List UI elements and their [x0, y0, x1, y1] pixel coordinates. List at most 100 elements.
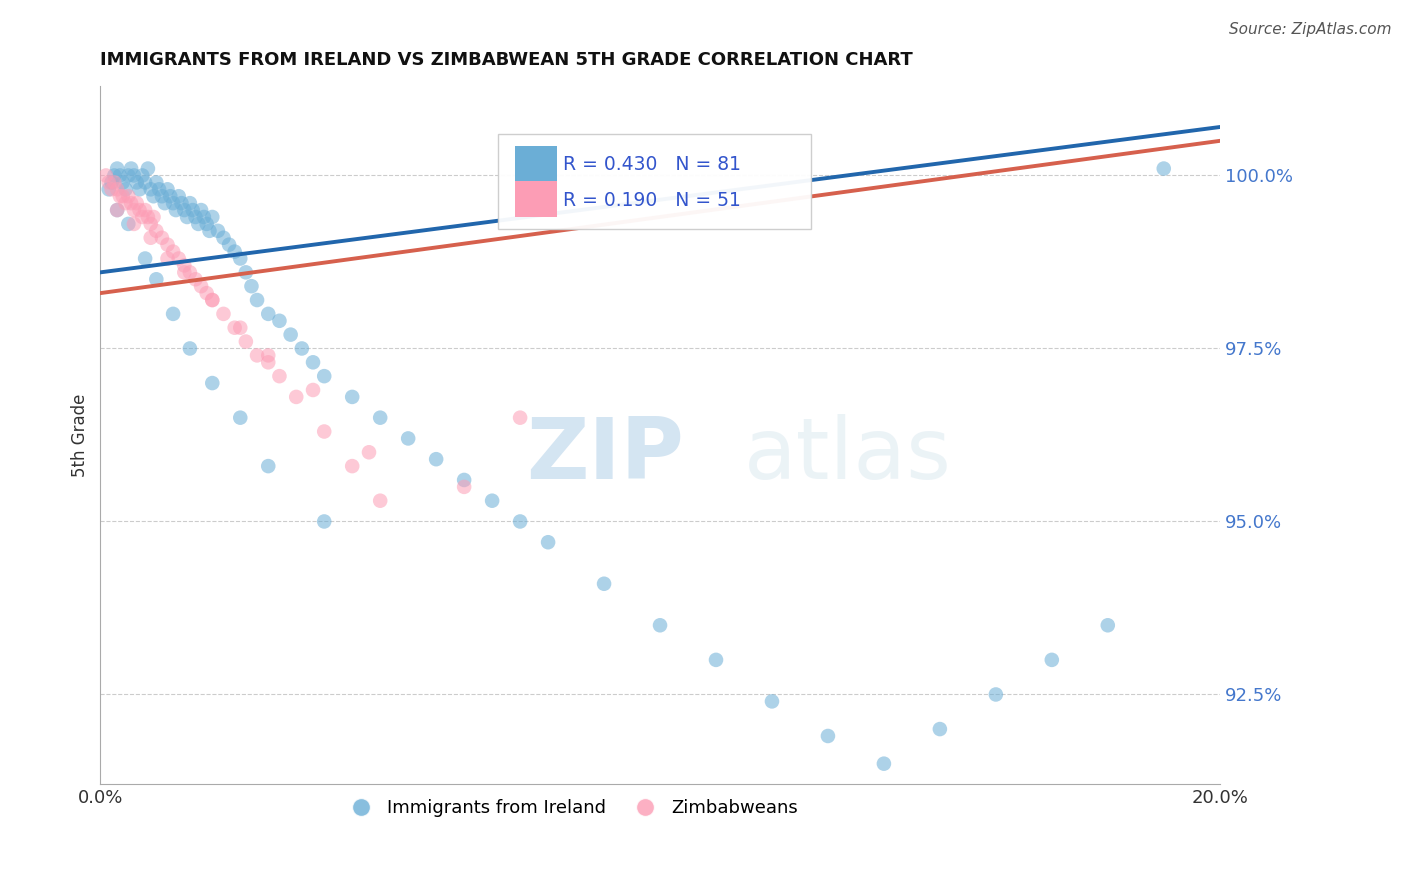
Point — [156, 182, 179, 196]
Text: IMMIGRANTS FROM IRELAND VS ZIMBABWEAN 5TH GRADE CORRELATION CHART: IMMIGRANTS FROM IRELAND VS ZIMBABWEAN 5T… — [100, 51, 912, 69]
Point — [314, 515, 336, 529]
Point — [224, 244, 246, 259]
Point — [704, 653, 727, 667]
Point — [257, 307, 280, 321]
Point — [314, 425, 336, 439]
Point — [302, 383, 325, 397]
Text: R = 0.190   N = 51: R = 0.190 N = 51 — [562, 192, 741, 211]
Point — [342, 459, 364, 474]
Point — [593, 576, 616, 591]
Point — [229, 252, 252, 266]
FancyBboxPatch shape — [515, 145, 557, 182]
Point — [97, 182, 120, 196]
Point — [105, 161, 128, 176]
Point — [173, 265, 195, 279]
Point — [128, 203, 150, 218]
Point — [117, 189, 139, 203]
Point — [176, 210, 198, 224]
Point — [984, 688, 1007, 702]
Point — [156, 252, 179, 266]
Point — [114, 196, 136, 211]
Point — [235, 265, 257, 279]
Point — [139, 217, 162, 231]
Point — [136, 161, 159, 176]
Point — [114, 182, 136, 196]
Point — [162, 244, 184, 259]
Point — [212, 231, 235, 245]
Point — [269, 314, 291, 328]
Point — [218, 237, 240, 252]
Point — [139, 182, 162, 196]
Point — [1153, 161, 1175, 176]
Point — [167, 189, 190, 203]
Point — [117, 169, 139, 183]
Point — [111, 175, 134, 189]
Point — [139, 231, 162, 245]
Point — [212, 307, 235, 321]
Point — [195, 217, 218, 231]
Point — [509, 515, 531, 529]
Y-axis label: 5th Grade: 5th Grade — [72, 393, 89, 476]
Point — [125, 175, 148, 189]
Point — [148, 182, 170, 196]
Point — [97, 175, 120, 189]
Point — [201, 293, 224, 307]
Point — [94, 169, 117, 183]
Point — [285, 390, 308, 404]
Point — [100, 175, 122, 189]
Point — [134, 252, 156, 266]
Point — [117, 217, 139, 231]
Text: ZIP: ZIP — [526, 415, 683, 498]
Point — [207, 224, 229, 238]
Point — [201, 210, 224, 224]
Point — [170, 196, 193, 211]
Point — [150, 189, 173, 203]
Point — [368, 410, 391, 425]
Point — [105, 182, 128, 196]
Point — [156, 237, 179, 252]
Point — [201, 293, 224, 307]
FancyBboxPatch shape — [498, 135, 811, 228]
Point — [131, 169, 153, 183]
Point — [125, 196, 148, 211]
Point — [425, 452, 447, 467]
Point — [246, 293, 269, 307]
Point — [173, 203, 195, 218]
Point — [224, 320, 246, 334]
Point — [122, 169, 145, 183]
Point — [108, 189, 131, 203]
Point — [190, 279, 212, 293]
Point — [153, 196, 176, 211]
Point — [179, 196, 201, 211]
Point — [453, 480, 475, 494]
Point — [195, 286, 218, 301]
Point — [240, 279, 263, 293]
Point — [537, 535, 560, 549]
Point — [128, 182, 150, 196]
Point — [134, 175, 156, 189]
Point — [481, 493, 503, 508]
Point — [235, 334, 257, 349]
Point — [131, 210, 153, 224]
Point — [136, 210, 159, 224]
Point — [257, 355, 280, 369]
Point — [873, 756, 896, 771]
Point — [120, 196, 142, 211]
Point — [108, 169, 131, 183]
Point — [162, 307, 184, 321]
Point — [165, 203, 187, 218]
Point — [229, 320, 252, 334]
Point — [184, 210, 207, 224]
Point — [187, 217, 209, 231]
Text: R = 0.430   N = 81: R = 0.430 N = 81 — [562, 155, 741, 174]
Point — [145, 224, 167, 238]
Text: atlas: atlas — [744, 415, 952, 498]
Point — [100, 182, 122, 196]
Point — [167, 252, 190, 266]
Point — [453, 473, 475, 487]
Point — [201, 376, 224, 390]
Point — [1097, 618, 1119, 632]
Point — [150, 231, 173, 245]
Point — [162, 196, 184, 211]
Point — [291, 342, 314, 356]
